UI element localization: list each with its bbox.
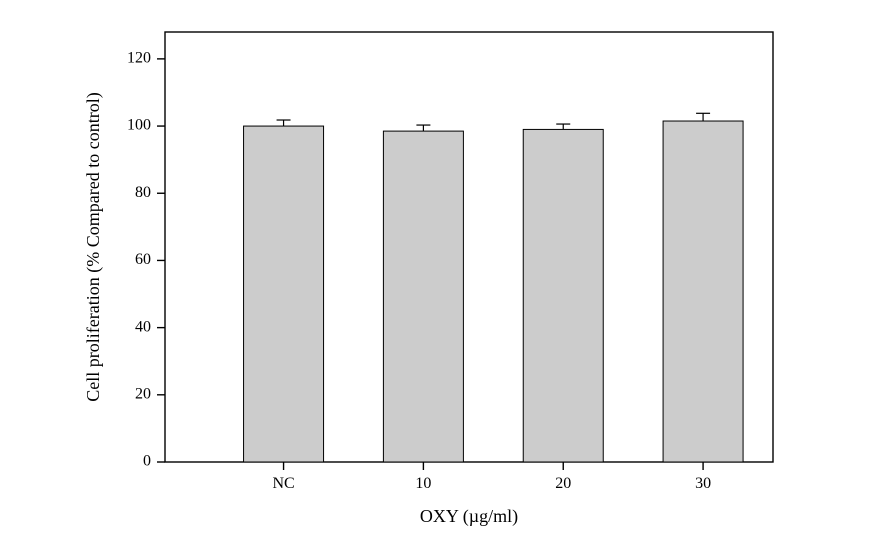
y-tick-label: 40: [135, 318, 151, 335]
x-tick-label: 30: [695, 475, 711, 492]
bar: [244, 126, 324, 462]
x-tick-label: NC: [272, 475, 294, 492]
x-tick-label: 10: [415, 475, 431, 492]
y-tick-label: 120: [127, 50, 151, 67]
y-tick-label: 0: [143, 453, 151, 470]
bar: [383, 131, 463, 462]
bar: [663, 121, 743, 462]
y-tick-label: 60: [135, 251, 151, 268]
y-axis-title: Cell proliferation (% Compared to contro…: [83, 92, 104, 401]
chart-container: 0 20 40 60 80 100 120 Cell proliferation (% Com…: [0, 0, 869, 552]
y-tick-label: 100: [127, 117, 151, 134]
y-tick-label: 20: [135, 385, 151, 402]
x-tick-label: 20: [555, 475, 571, 492]
x-axis-title: OXY (µg/ml): [420, 506, 518, 527]
y-tick-label: 80: [135, 184, 151, 201]
bar-chart-svg: 0 20 40 60 80 100 120 Cell proliferation (% Com…: [0, 0, 869, 552]
bar: [523, 129, 603, 462]
